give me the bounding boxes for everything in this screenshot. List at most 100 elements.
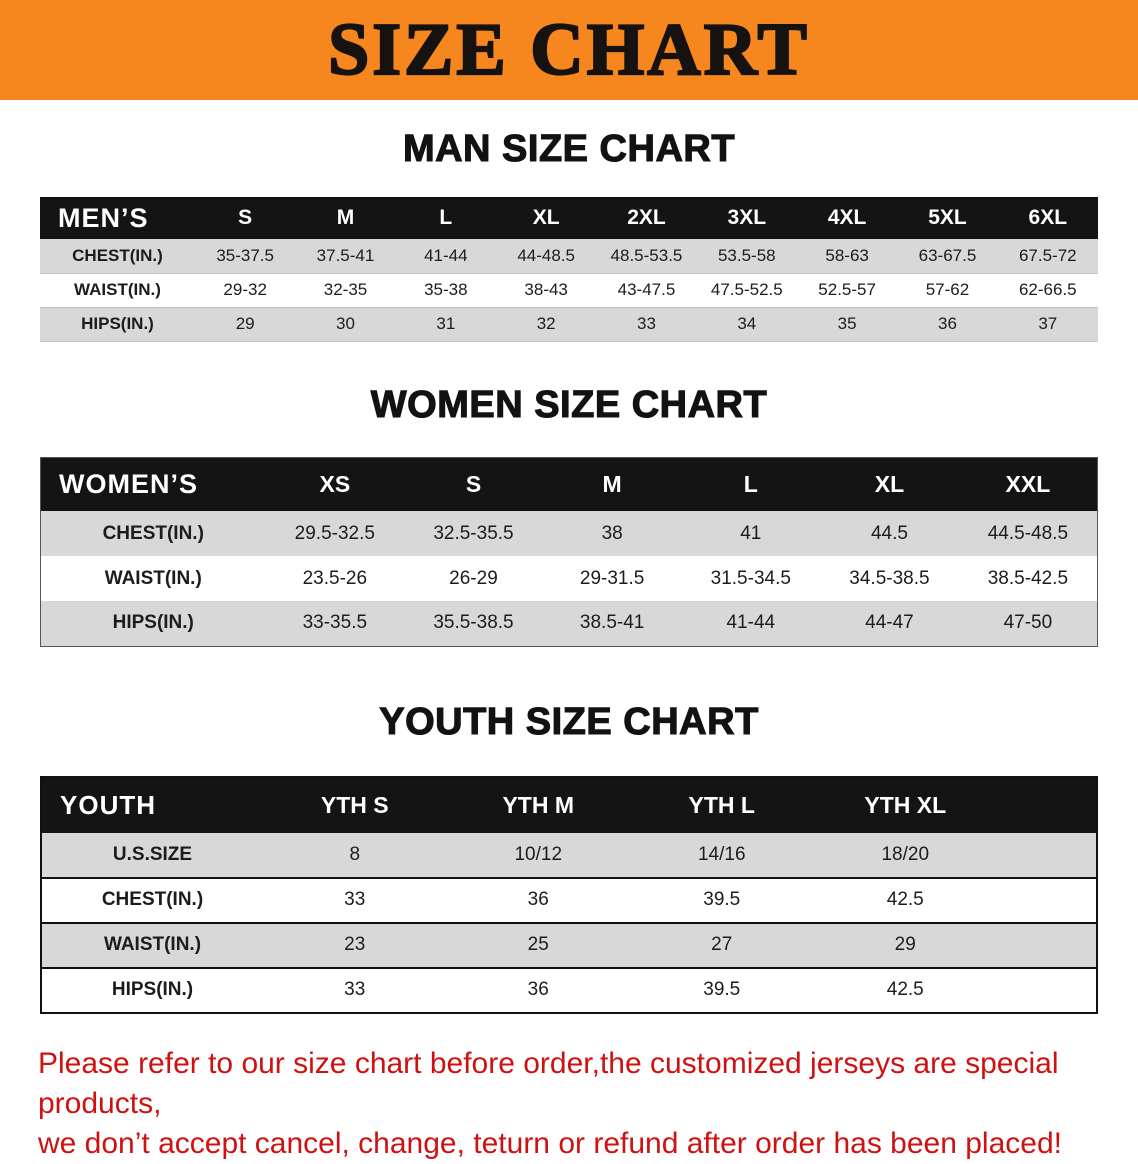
column-header: 4XL: [796, 197, 898, 239]
table-row: U.S.SIZE 8 10/12 14/16 18/20: [41, 832, 1097, 879]
youth-size-section: YOUTH SIZE CHART YOUTH YTH S YTH M YTH L YTH…: [0, 700, 1138, 1014]
cell-value: 57-62: [897, 273, 998, 308]
header-row: YOUTH YTH S YTH M YTH L YTH XL: [41, 776, 1097, 833]
cell-value: 53.5-58: [696, 239, 797, 274]
cell-value: 32.5-35.5: [404, 511, 543, 556]
cell-value: 23.5-26: [302, 567, 368, 589]
cell-value: 38-43: [495, 273, 597, 308]
table-row: CHEST(IN.) 35-37.5 37.5-41 41-44 44-48.5 48.5…: [40, 239, 1098, 274]
cell-value: 8: [263, 832, 447, 879]
filler-cell: [997, 776, 1097, 833]
column-header: YTH L: [630, 776, 814, 833]
column-header: XL: [495, 197, 597, 239]
table-row: HIPS(IN.) 33 36 39.5 42.5: [41, 968, 1097, 1013]
cell-value: 63-67.5: [897, 239, 998, 274]
cell-value: 36: [446, 877, 630, 924]
table-row: CHEST(IN.) 33 36 39.5 42.5: [41, 877, 1097, 924]
cell-value: 33: [263, 877, 447, 924]
column-header: S: [404, 457, 543, 511]
women-size-table: WOMEN’S XS S M L XL XXL CHEST(IN.) 29.5-32.5 32.5…: [40, 456, 1098, 647]
men-size-section: MAN SIZE CHART MEN’S S M L XL 2XL 3XL 4XL 5XL 6XL…: [0, 127, 1138, 342]
cell-value: 32: [495, 307, 597, 342]
column-header: 2XL: [596, 197, 697, 239]
cell-value: 39.5: [703, 979, 741, 1000]
column-header: S: [195, 197, 296, 239]
cell-value: 33: [596, 307, 697, 342]
row-label: CHEST(IN.): [40, 239, 195, 274]
men-size-table: MEN’S S M L XL 2XL 3XL 4XL 5XL 6XL CHEST(IN.) 35-37…: [40, 197, 1098, 342]
cell-value: 43-47.5: [596, 273, 697, 308]
column-header: 3XL: [696, 197, 797, 239]
cell-value: 39.5: [630, 877, 814, 924]
cell-value: 29: [195, 307, 296, 342]
cell-value: 41: [681, 511, 821, 556]
column-header: YTH M: [446, 776, 630, 833]
cell-value: 47.5-52.5: [696, 273, 797, 308]
cell-value: 31: [395, 307, 496, 342]
cell-value: 10/12: [446, 832, 630, 879]
cell-value: 37.5-41: [295, 239, 396, 274]
cell-value: 32-35: [295, 273, 396, 308]
cell-value: 47-50: [958, 601, 1098, 646]
cell-value: 42.5: [813, 877, 997, 924]
row-label: CHEST(IN.): [41, 877, 263, 924]
cell-value: 27: [630, 922, 814, 969]
table-corner-label: YOUTH: [41, 776, 263, 833]
table-row: WAIST(IN.) 23 25 27 29: [41, 922, 1097, 969]
cell-value: 36: [527, 979, 549, 1000]
cell-value: 35-38: [395, 273, 496, 308]
column-header: XL: [820, 457, 959, 511]
table-row: HIPS(IN.) 29 30 31 32 33 34 35 36 37: [40, 307, 1098, 342]
table-corner-label: WOMEN’S: [40, 457, 266, 511]
youth-chart-heading: YOUTH SIZE CHART: [379, 700, 759, 743]
cell-value: 30: [295, 307, 396, 342]
column-header: XXL: [958, 457, 1098, 511]
banner-title: SIZE CHART: [327, 9, 810, 91]
filler-cell: [997, 968, 1097, 1013]
table-row: WAIST(IN.) 29-32 32-35 35-38 38-43 43-47.5 47.…: [40, 273, 1098, 308]
order-policy-note: Please refer to our size chart before or…: [38, 1044, 1138, 1164]
cell-value: 42.5: [886, 979, 924, 1000]
cell-value: 41-44: [681, 601, 821, 646]
cell-value: 33-35.5: [265, 601, 405, 646]
cell-value: 14/16: [630, 832, 814, 879]
cell-value: 44.5-48.5: [958, 511, 1098, 556]
cell-value: 37: [997, 307, 1098, 342]
cell-value: 44.5: [820, 511, 959, 556]
table-row: CHEST(IN.) 29.5-32.5 32.5-35.5 38 41 44.5 44.5…: [40, 511, 1098, 556]
column-header: 6XL: [997, 197, 1098, 239]
cell-value: 34: [696, 307, 797, 342]
table-row: WAIST(IN.) 23.5-26 26-29 29-31.5 31.5-34.5 34…: [41, 556, 1098, 601]
column-header: XS: [265, 457, 405, 511]
cell-value: 67.5-72: [997, 239, 1098, 274]
cell-value: 36: [897, 307, 998, 342]
cell-value: 35-37.5: [195, 239, 296, 274]
youth-size-table: YOUTH YTH S YTH M YTH L YTH XL U.S.SIZE 8 10/12…: [40, 775, 1098, 1014]
cell-value: 35.5-38.5: [404, 601, 543, 646]
row-label: U.S.SIZE: [41, 832, 263, 879]
cell-value: 25: [446, 922, 630, 969]
cell-value: 26-29: [449, 567, 498, 589]
table-corner-label: MEN’S: [40, 197, 195, 239]
size-chart-banner: SIZE CHART: [0, 0, 1138, 100]
column-header: L: [681, 457, 821, 511]
cell-value: 29-32: [195, 273, 296, 308]
cell-value: 58-63: [796, 239, 898, 274]
cell-value: 33: [344, 979, 366, 1000]
cell-value: 41-44: [395, 239, 496, 274]
column-header: YTH XL: [813, 776, 997, 833]
cell-value: 34.5-38.5: [849, 567, 930, 589]
row-label: HIPS(IN.): [111, 979, 194, 1000]
column-header: 5XL: [897, 197, 998, 239]
cell-value: 44-48.5: [495, 239, 597, 274]
women-chart-heading: WOMEN SIZE CHART: [370, 383, 768, 426]
cell-value: 35: [796, 307, 898, 342]
cell-value: 29: [813, 922, 997, 969]
cell-value: 29.5-32.5: [265, 511, 405, 556]
cell-value: 23: [263, 922, 447, 969]
men-chart-heading: MAN SIZE CHART: [402, 127, 736, 170]
filler-cell: [997, 832, 1097, 879]
column-header: L: [395, 197, 496, 239]
row-label: HIPS(IN.): [40, 601, 266, 646]
cell-value: 38: [542, 511, 682, 556]
